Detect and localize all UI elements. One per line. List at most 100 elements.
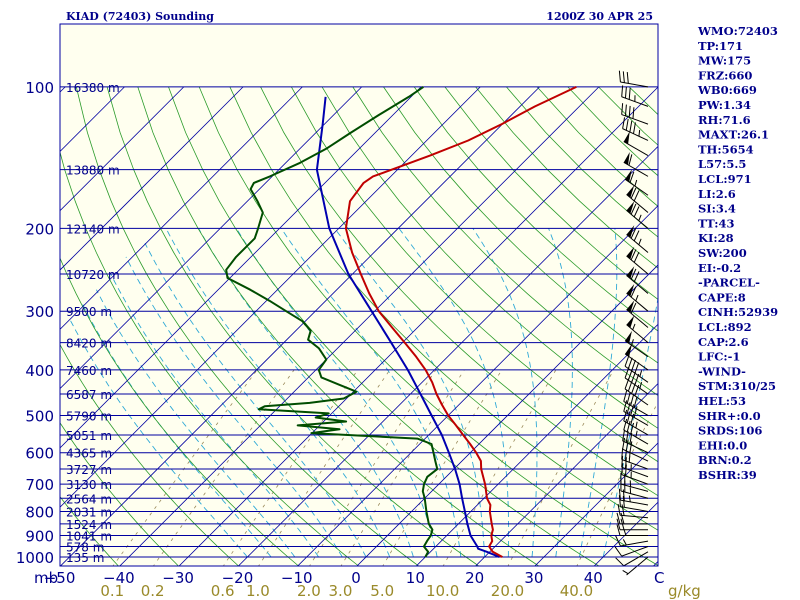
height-label: 1041 m: [66, 529, 112, 543]
dry-adiabat: [60, 343, 240, 566]
mixing-ratio-line: [576, 401, 658, 566]
pressure-tick-labels: 100 200 300 400 500 600 700 800 900 1000: [16, 79, 54, 567]
wind-barb-half: [631, 339, 634, 346]
wind-barb: [621, 463, 649, 485]
wind-barb-full: [615, 557, 625, 567]
mixing-ratio-lines: [112, 369, 658, 566]
wind-barb-staff: [620, 483, 649, 492]
wind-barb-flag: [626, 300, 635, 313]
index-line: LFC:-1: [698, 350, 740, 364]
wind-barb: [622, 117, 649, 141]
wind-barb: [621, 103, 649, 125]
wind-barb-flag: [626, 284, 635, 297]
wind-barb-full: [622, 495, 625, 508]
plot-area: [60, 24, 658, 566]
isotherm-line: [415, 323, 658, 566]
wind-barb-half: [638, 129, 641, 137]
index-line: MAXT:26.1: [698, 128, 769, 142]
index-line: SW:200: [698, 246, 747, 260]
pressure-tick-label: 900: [25, 527, 54, 545]
isotherm-line: [356, 264, 658, 566]
wind-barb-full: [617, 503, 621, 516]
index-line: TH:5654: [698, 142, 754, 156]
isobars: [60, 86, 658, 558]
wind-barb-full: [621, 448, 624, 460]
mixing-ratio-tick-label: 40.0: [560, 582, 593, 600]
isotherm-line: [60, 86, 422, 449]
wind-barb-half: [639, 370, 643, 377]
pressure-tick-label: 700: [25, 476, 54, 494]
isotherm-line: [60, 86, 362, 390]
index-line: HEL:53: [698, 394, 746, 408]
wind-barb-full: [633, 122, 636, 134]
height-labels: 16380 m 13880 m 12140 m 10720 m 9500 m 8420 m…: [66, 81, 120, 565]
temperature-tick-label: −20: [222, 569, 254, 587]
temperature-tick-label: −10: [281, 569, 313, 587]
wind-barb: [626, 225, 649, 253]
index-line: BRN:0.2: [698, 453, 752, 467]
wind-barb-flag: [625, 344, 632, 357]
height-label: 1524 m: [66, 518, 112, 532]
wind-barb: [615, 535, 649, 547]
wind-barb-full: [624, 355, 630, 367]
wind-barb-half: [622, 569, 629, 575]
height-label: 5051 m: [66, 429, 112, 443]
wind-barb-full: [629, 120, 633, 133]
moist-adiabat: [280, 228, 462, 558]
dewpoint-trace: [225, 86, 439, 558]
wind-barb-full: [630, 404, 635, 416]
index-line: STM:310/25: [698, 379, 776, 393]
index-line: CAPE:8: [698, 290, 746, 304]
wind-barb-full: [628, 88, 631, 100]
mixing-ratio-tick-label: 20.0: [491, 582, 524, 600]
wind-barb-staff: [623, 551, 649, 567]
wind-barb-flag: [626, 185, 635, 198]
wind-barb: [624, 330, 649, 358]
wind-barb-full: [614, 546, 623, 557]
wind-barb-full: [630, 422, 635, 435]
mixing-ratio-unit-label: g/kg: [668, 582, 701, 600]
wind-barb-full: [616, 512, 621, 524]
index-line: -PARCEL-: [698, 276, 760, 290]
wind-barb-full: [633, 251, 640, 263]
wind-barb-full: [626, 72, 629, 84]
wind-barb-full: [632, 107, 635, 119]
temperature-unit-label: C: [654, 569, 664, 587]
index-line: TP:171: [698, 39, 743, 53]
mixing-ratio-line: [442, 369, 557, 566]
wind-barb-full: [633, 190, 640, 202]
dry-adiabat: [260, 86, 658, 497]
isotherm-line: [60, 86, 303, 330]
wind-barb-full: [625, 431, 629, 443]
wind-barb-full: [621, 103, 624, 115]
wind-barb: [614, 546, 649, 557]
moist-adiabat: [68, 317, 248, 558]
isotherm-line: [60, 86, 66, 93]
temperature-tick-label: 40: [584, 569, 603, 587]
wind-barb: [623, 131, 649, 157]
isotherm-line: [178, 86, 658, 566]
wind-barb-half: [635, 421, 638, 429]
wind-barb: [626, 300, 649, 328]
wind-barb: [626, 201, 649, 229]
wind-barb-half: [638, 214, 642, 221]
dry-adiabat: [321, 86, 658, 429]
temperature-tick-labels: −50 −40 −30 −20 −10 0 10 20 30 40: [44, 569, 603, 587]
height-label: 5790 m: [66, 409, 112, 423]
wind-barb-full: [616, 524, 621, 536]
height-label: 4365 m: [66, 447, 112, 461]
index-line: TT:43: [698, 216, 735, 230]
wind-barb-flag: [626, 201, 635, 214]
index-line: SI:3.4: [698, 202, 736, 216]
wind-barb-full: [624, 457, 627, 469]
height-label: 8420 m: [66, 337, 112, 351]
wind-barb-full: [630, 413, 635, 426]
wind-barb-flag: [626, 315, 635, 328]
height-label: 135 m: [66, 551, 104, 565]
wind-barb: [624, 344, 649, 371]
height-label: 6587 m: [66, 388, 112, 402]
wind-barb-half: [638, 238, 642, 245]
isotherm-line: [237, 145, 658, 566]
wind-barb-staff: [624, 365, 649, 383]
wind-barb-full: [627, 357, 633, 369]
